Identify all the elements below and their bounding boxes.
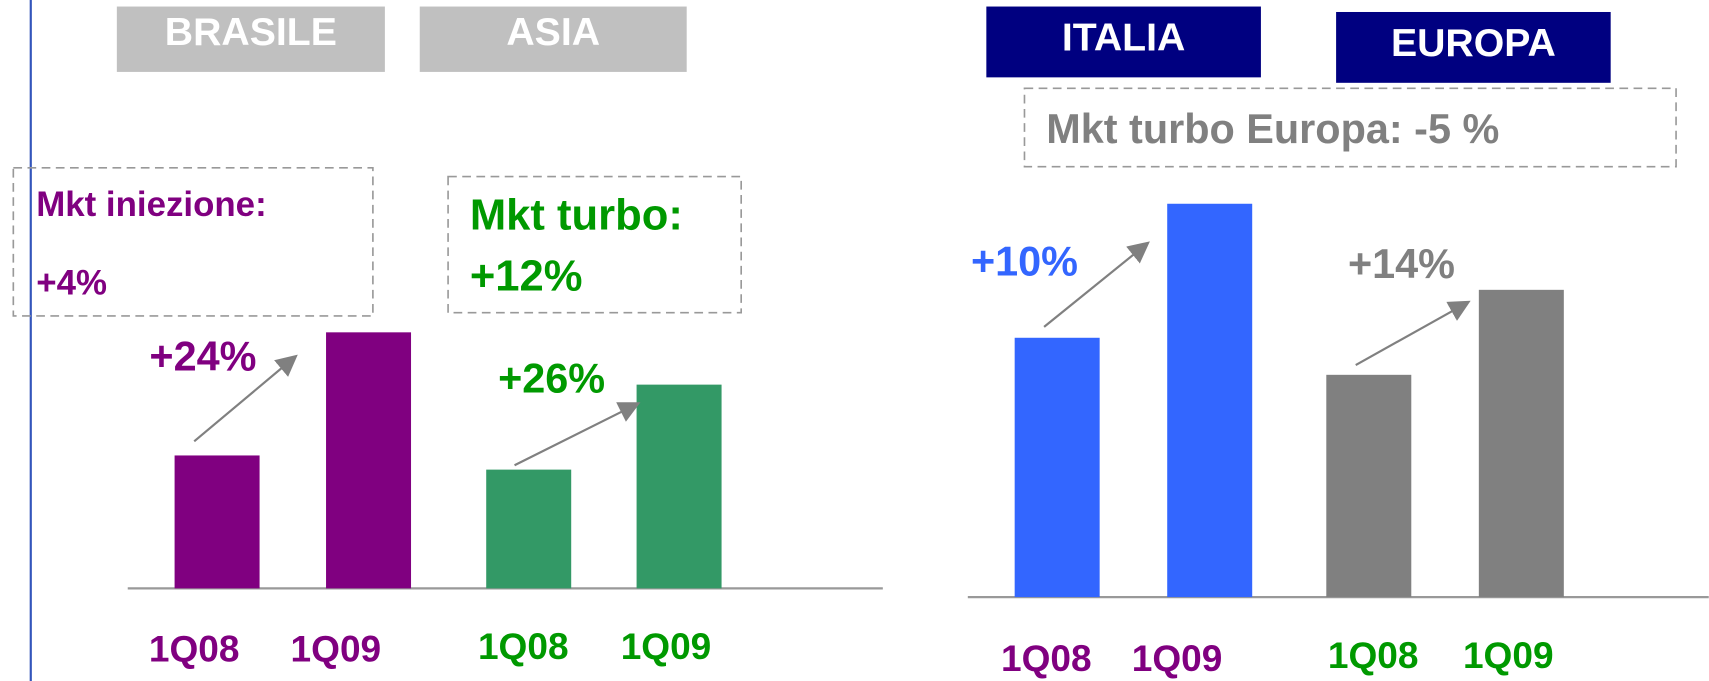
growth-arrow	[1355, 300, 1471, 366]
growth-arrow	[514, 402, 641, 467]
growth-arrow	[193, 354, 298, 443]
mkt-note: +12%	[470, 252, 583, 300]
header-box	[1336, 11, 1611, 83]
header: ITALIA	[1062, 16, 1185, 60]
x-tick-label: 1Q09	[291, 627, 382, 669]
bar	[1167, 203, 1253, 598]
x-tick-label: 1Q08	[1001, 637, 1092, 679]
growth-label: +14%	[1348, 241, 1455, 287]
x-tick-label: 1Q09	[1463, 634, 1554, 676]
x-tick-label: 1Q08	[478, 625, 569, 667]
header-box	[419, 6, 687, 72]
growth-label: +10%	[971, 239, 1078, 285]
header-box	[116, 6, 385, 72]
bar	[1326, 374, 1412, 598]
mkt-box	[12, 166, 374, 317]
x-tick-label: 1Q08	[149, 627, 240, 669]
growth-label: +24%	[149, 334, 256, 380]
x-tick-label: 1Q09	[1132, 637, 1223, 679]
x-tick-label: 1Q09	[621, 625, 712, 667]
growth-arrow	[1043, 241, 1150, 328]
mkt-note: Mkt turbo Europa: -5 %	[1046, 106, 1499, 152]
bar	[1478, 289, 1564, 598]
x-tick-label: 1Q08	[1328, 634, 1419, 676]
bar	[326, 332, 412, 589]
mkt-note: Mkt turbo:	[470, 191, 683, 239]
bar	[636, 384, 722, 589]
bar	[174, 455, 260, 589]
header: EUROPA	[1391, 21, 1556, 65]
bar	[1014, 337, 1100, 598]
header: ASIA	[506, 10, 600, 54]
mkt-note: Mkt iniezione:	[36, 185, 266, 224]
growth-label: +26%	[498, 355, 605, 401]
header: BRASILE	[165, 10, 337, 54]
header-box	[986, 6, 1261, 78]
bar	[486, 469, 572, 589]
mkt-box	[1023, 87, 1677, 168]
mkt-note: +4%	[36, 264, 107, 303]
mkt-box	[447, 175, 742, 314]
